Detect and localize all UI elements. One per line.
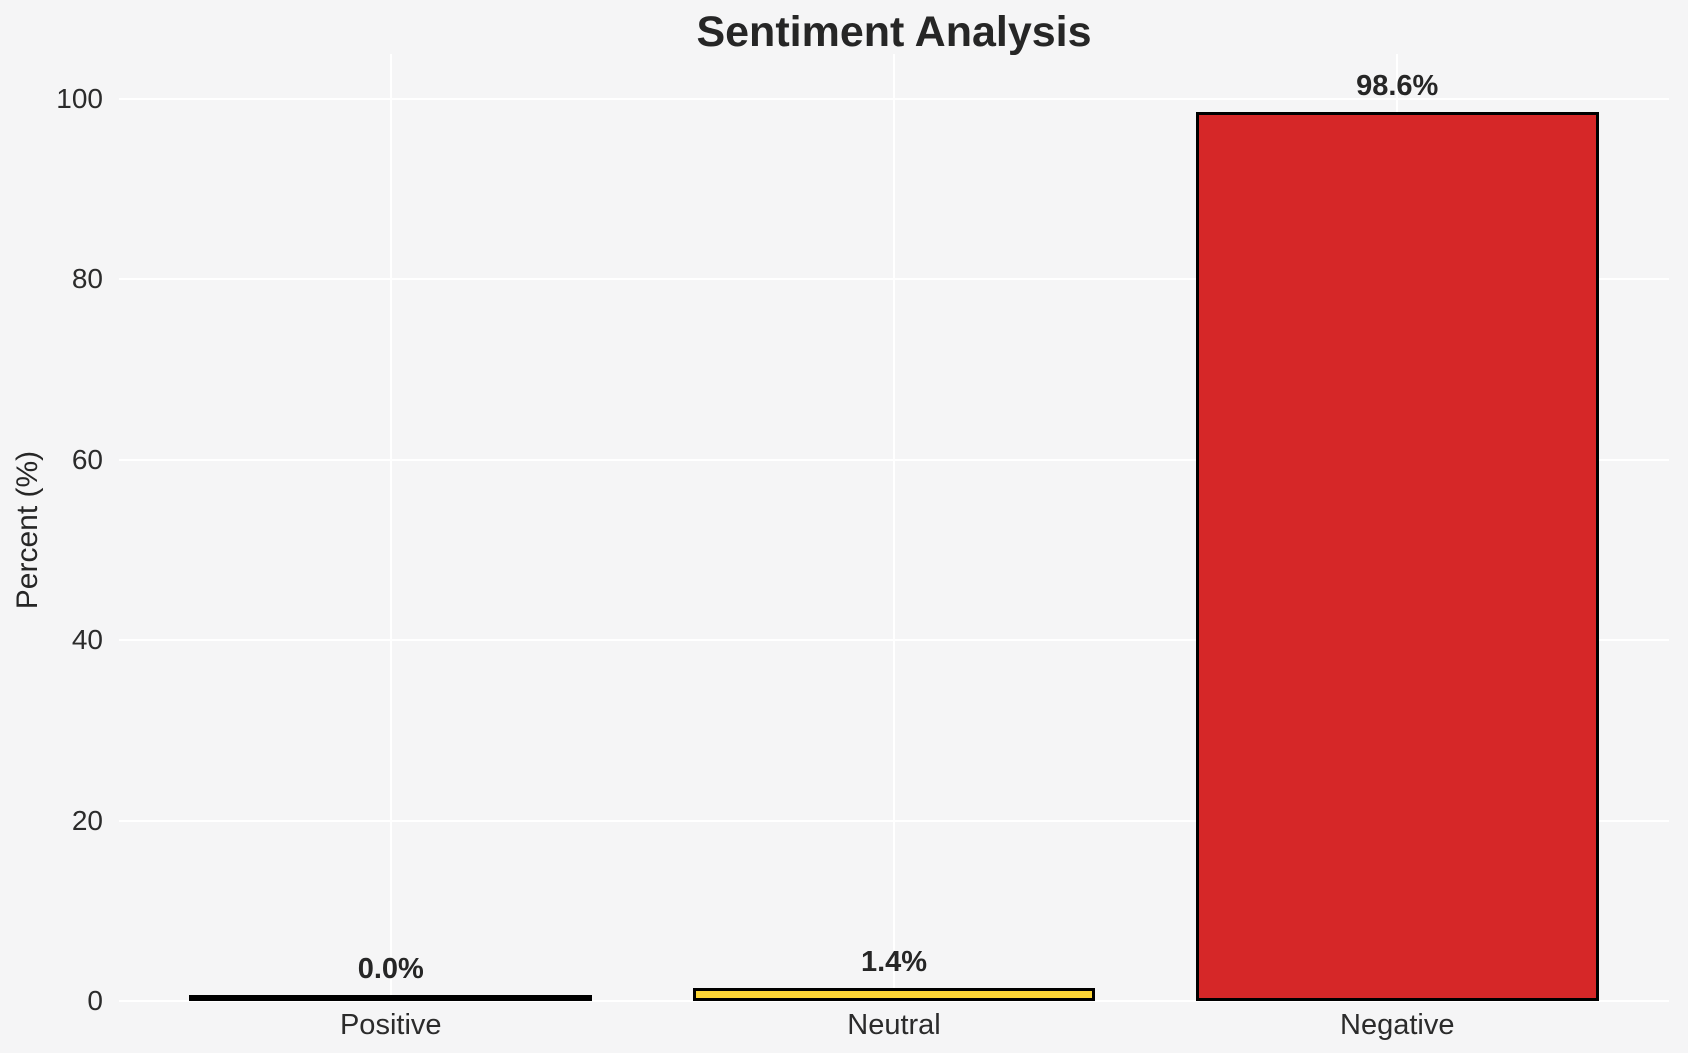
y-tick-label: 0 <box>87 985 103 1016</box>
x-tick-label: Neutral <box>847 1009 941 1041</box>
h-gridline <box>119 1000 1669 1002</box>
y-tick-label: 80 <box>71 263 103 295</box>
bar-positive <box>189 995 593 1001</box>
v-gridline <box>893 54 895 1001</box>
bar-value-label: 98.6% <box>1356 69 1439 102</box>
v-gridline <box>389 54 392 1001</box>
bar-negative <box>1195 111 1599 1001</box>
x-tick-label: Positive <box>339 1009 442 1041</box>
x-tick-label: Negative <box>1340 1009 1455 1041</box>
bar-value-label: 1.4% <box>860 946 928 979</box>
bar-value-label: 0.0% <box>357 953 424 985</box>
plot-area: 0.0% 1.4% 98.6% <box>119 54 1669 1002</box>
bar-neutral <box>692 988 1096 1001</box>
y-tick-label: 20 <box>71 804 103 836</box>
y-tick-label: 40 <box>71 624 103 656</box>
y-tick-label: 60 <box>71 443 103 475</box>
chart-title: Sentiment Analysis <box>696 8 1092 56</box>
y-tick-label: 100 <box>56 83 103 115</box>
